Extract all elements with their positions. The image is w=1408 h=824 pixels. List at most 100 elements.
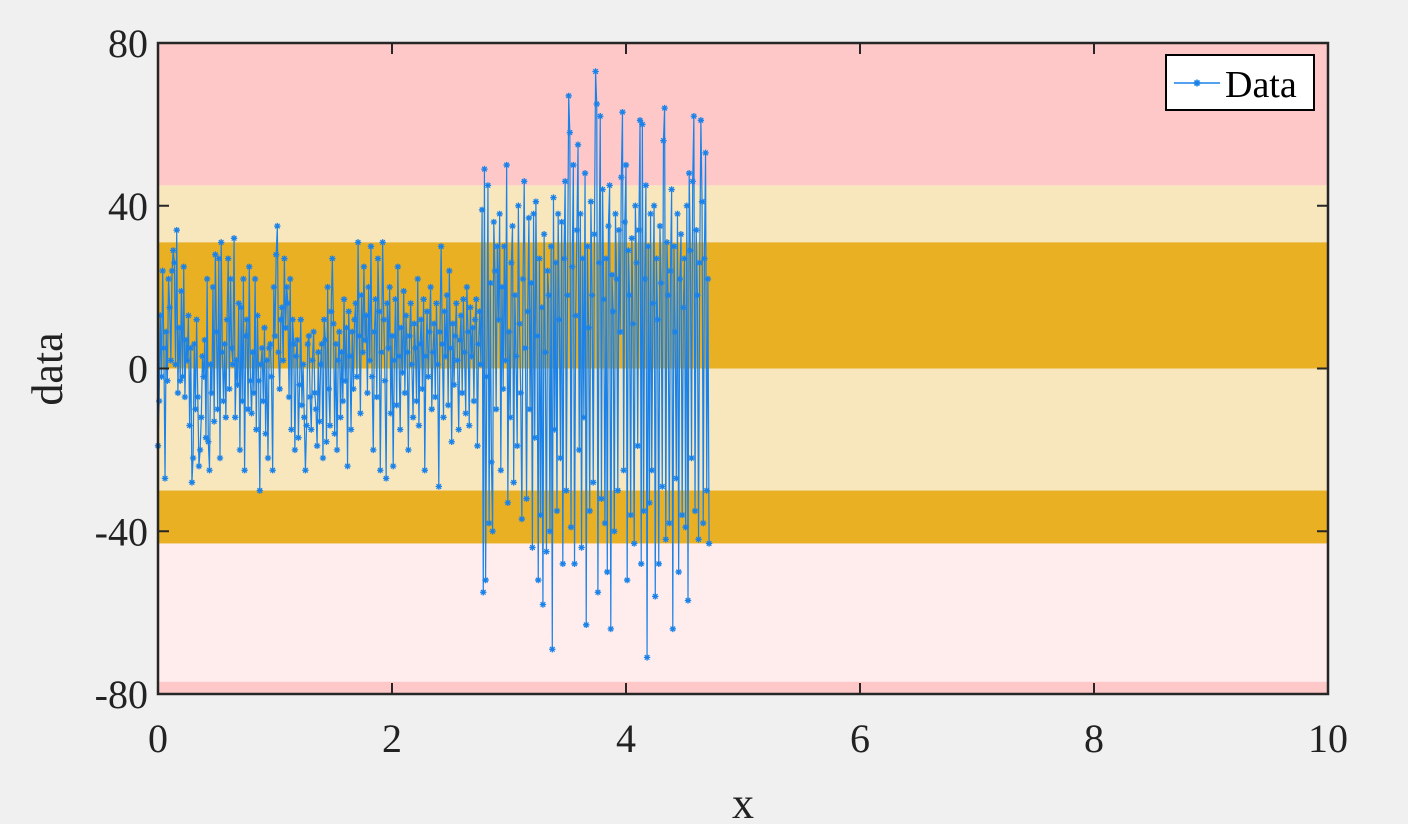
data-point [178, 287, 185, 295]
data-point [585, 324, 592, 332]
y-tick-label: -80 [95, 672, 148, 717]
data-point [494, 243, 501, 250]
data-point [636, 117, 644, 124]
data-point [673, 475, 680, 482]
data-point [622, 161, 630, 169]
data-point [522, 344, 529, 352]
data-point [388, 332, 396, 340]
band-1 [158, 185, 1328, 243]
data-point [446, 267, 453, 275]
data-point [372, 296, 379, 303]
data-point [338, 349, 345, 356]
data-point [246, 263, 253, 270]
y-axis-label: data [23, 332, 72, 405]
data-point [356, 332, 363, 340]
data-point [697, 117, 705, 124]
data-point [185, 312, 192, 319]
data-point [395, 353, 403, 360]
data-point [462, 410, 469, 417]
data-point [434, 361, 441, 368]
data-point [226, 385, 233, 393]
data-point [347, 426, 355, 433]
data-point [378, 349, 385, 356]
data-point [480, 589, 487, 596]
data-point [320, 316, 328, 323]
data-point [284, 300, 292, 307]
data-point [682, 523, 689, 531]
data-point [400, 287, 407, 295]
data-point [663, 239, 671, 246]
data-point [501, 243, 508, 250]
data-point [606, 182, 613, 189]
data-point [499, 385, 507, 393]
data-point [158, 373, 165, 380]
data-point [225, 255, 232, 262]
data-point [229, 361, 237, 368]
data-point [627, 511, 634, 519]
data-point [550, 194, 557, 201]
data-point [685, 170, 693, 177]
data-point [274, 222, 281, 230]
data-point [177, 377, 184, 384]
data-point [399, 369, 406, 376]
data-point [257, 361, 265, 368]
data-point [317, 361, 324, 368]
data-point [567, 523, 575, 531]
data-point [282, 324, 289, 332]
data-point [361, 336, 369, 344]
data-point [508, 259, 515, 266]
data-point [333, 446, 341, 454]
legend-marker-icon [1193, 79, 1201, 87]
data-point [461, 349, 468, 356]
data-point [433, 300, 440, 307]
data-point [638, 560, 645, 567]
data-point [220, 397, 227, 405]
data-point [349, 328, 356, 336]
data-point [377, 467, 384, 474]
data-point [608, 271, 616, 279]
data-point [161, 475, 169, 482]
data-point [166, 304, 173, 311]
data-point [474, 442, 481, 450]
data-point [647, 210, 654, 218]
data-point [642, 182, 650, 189]
data-point [182, 336, 190, 344]
data-point [490, 218, 497, 226]
data-point [275, 349, 282, 356]
data-point [191, 340, 198, 348]
data-point [342, 377, 349, 384]
data-point [270, 283, 278, 291]
data-point [172, 361, 179, 368]
data-point [447, 344, 454, 352]
data-point [192, 405, 199, 413]
x-tick-label: 4 [616, 716, 636, 761]
data-point [646, 499, 653, 506]
data-point [323, 438, 330, 445]
data-point [299, 361, 307, 368]
data-point [558, 218, 565, 226]
data-point [531, 434, 538, 441]
data-point [560, 255, 568, 262]
data-point [429, 349, 437, 356]
data-point [532, 198, 540, 205]
data-point [290, 340, 297, 348]
data-point [343, 324, 350, 332]
data-point [344, 462, 351, 470]
data-point [583, 621, 590, 629]
data-point [639, 121, 646, 128]
data-point [630, 540, 638, 547]
data-point [564, 292, 571, 299]
data-point [523, 495, 530, 502]
data-point [318, 340, 325, 348]
data-point [664, 292, 672, 299]
data-point [309, 357, 316, 364]
data-point [601, 519, 609, 527]
data-point [262, 430, 269, 437]
data-point [398, 324, 405, 332]
data-point [660, 137, 667, 144]
data-point [650, 202, 658, 209]
data-point [440, 414, 447, 421]
data-point [423, 308, 431, 315]
data-point [288, 426, 295, 433]
data-point [373, 393, 380, 401]
